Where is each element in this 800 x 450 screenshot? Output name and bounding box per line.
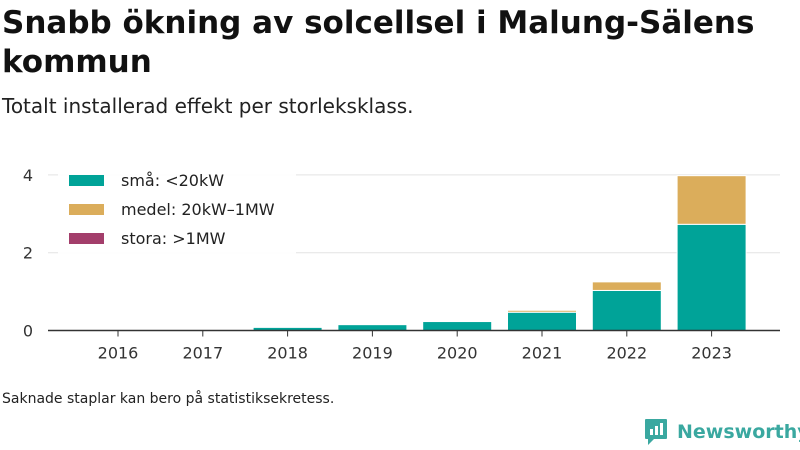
footnote: Saknade staplar kan bero på statistiksek… — [2, 391, 335, 407]
x-tick-label: 2016 — [98, 344, 139, 363]
chart-title: Snabb ökning av solcellsel i Malung-Säle… — [2, 5, 755, 80]
y-tick-label: 0 — [23, 322, 33, 341]
y-tick-label: 2 — [23, 244, 33, 263]
bar-segment — [591, 281, 662, 291]
legend-swatch — [69, 204, 104, 215]
x-tick-label: 2022 — [606, 344, 647, 363]
legend-swatch — [69, 233, 104, 244]
legend-label: stora: >1MW — [121, 229, 226, 248]
x-tick-label: 2019 — [352, 344, 393, 363]
x-tick-label: 2020 — [437, 344, 478, 363]
chart-subtitle: Totalt installerad effekt per storlekskl… — [2, 94, 414, 118]
bar-segment — [507, 311, 577, 331]
x-tick-label: 2023 — [691, 344, 732, 363]
bar-segment — [422, 321, 493, 331]
brand-name: Newsworthy — [677, 421, 800, 443]
y-axis-ticks: 0 2 4 — [23, 166, 33, 341]
newsworthy-logo-icon — [645, 419, 667, 445]
bars — [252, 175, 747, 332]
x-axis-ticks: 2016 2017 2018 2019 2020 2021 2022 2023 — [98, 330, 732, 363]
bar-segment — [337, 324, 408, 331]
legend-label: små: <20kW — [121, 171, 224, 190]
x-tick-label: 2021 — [522, 344, 563, 363]
y-tick-label: 4 — [23, 166, 33, 185]
stacked-bar-chart: 0 2 4 små: <20kW medel: 20kW–1MW stora: >1MW… — [23, 162, 780, 363]
bar-segment — [676, 175, 747, 225]
x-tick-label: 2017 — [182, 344, 223, 363]
newsworthy-brand: Newsworthy — [644, 418, 800, 446]
legend-label: medel: 20kW–1MW — [121, 200, 275, 219]
legend: små: <20kW medel: 20kW–1MW stora: >1MW — [58, 162, 296, 256]
x-tick-label: 2018 — [267, 344, 308, 363]
bar-segment — [676, 223, 747, 331]
bar-segment — [507, 309, 577, 313]
legend-swatch — [69, 175, 104, 186]
bar-segment — [591, 289, 662, 331]
